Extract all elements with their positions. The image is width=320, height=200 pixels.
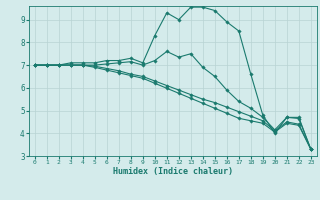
X-axis label: Humidex (Indice chaleur): Humidex (Indice chaleur)	[113, 167, 233, 176]
